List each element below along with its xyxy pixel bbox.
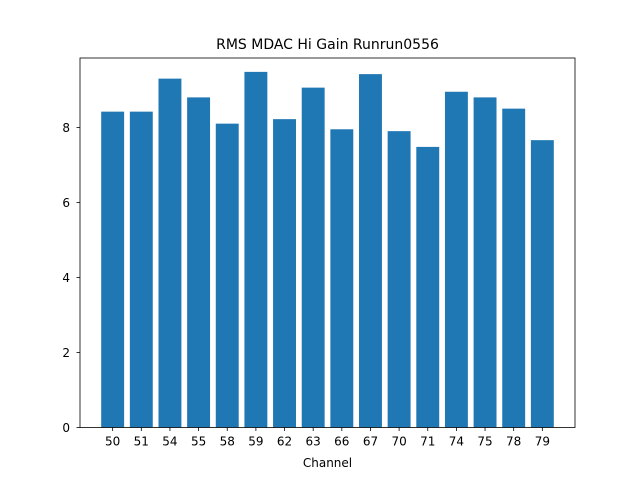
bar-channel-78 [502, 108, 526, 428]
bar-channel-71 [416, 146, 440, 428]
y-tick-label: 4 [62, 271, 70, 285]
x-axis: 50 51 54 55 58 59 62 63 66 67 70 71 74 75 78 79 [105, 427, 550, 449]
x-tick-label: 50 [105, 435, 120, 449]
bar-channel-66 [330, 129, 354, 428]
x-tick-label: 78 [506, 435, 521, 449]
x-tick-label: 67 [363, 435, 378, 449]
x-tick-label: 54 [162, 435, 177, 449]
bar-channel-75 [473, 97, 497, 428]
y-axis: 0 2 4 6 8 [62, 121, 80, 435]
x-tick-label: 59 [248, 435, 263, 449]
y-tick-label: 8 [62, 121, 70, 135]
bars-layer [101, 71, 554, 428]
x-axis-label: Channel [303, 456, 352, 470]
bar-channel-79 [530, 140, 554, 428]
x-tick-label: 66 [334, 435, 349, 449]
y-tick-label: 6 [62, 196, 70, 210]
x-tick-label: 63 [306, 435, 321, 449]
bar-channel-62 [273, 119, 296, 428]
bar-channel-67 [359, 74, 382, 428]
x-tick-label: 51 [134, 435, 149, 449]
bar-channel-70 [387, 131, 411, 428]
bar-channel-63 [301, 87, 325, 428]
bar-channel-54 [158, 78, 182, 428]
x-tick-label: 74 [449, 435, 464, 449]
chart-title: RMS MDAC Hi Gain Runrun0556 [216, 37, 439, 53]
bar-channel-55 [187, 97, 211, 428]
bar-channel-74 [444, 91, 468, 428]
bar-channel-58 [215, 123, 239, 428]
x-tick-label: 70 [391, 435, 406, 449]
x-tick-label: 71 [420, 435, 435, 449]
bar-channel-50 [101, 111, 125, 428]
y-tick-label: 0 [62, 421, 70, 435]
x-tick-label: 79 [535, 435, 550, 449]
y-tick-label: 2 [62, 346, 70, 360]
bar-channel-59 [244, 71, 268, 428]
bar-channel-51 [129, 111, 153, 428]
x-tick-label: 62 [277, 435, 292, 449]
x-tick-label: 58 [220, 435, 235, 449]
x-tick-label: 55 [191, 435, 206, 449]
plot-frame [79, 57, 576, 428]
x-tick-label: 75 [477, 435, 492, 449]
